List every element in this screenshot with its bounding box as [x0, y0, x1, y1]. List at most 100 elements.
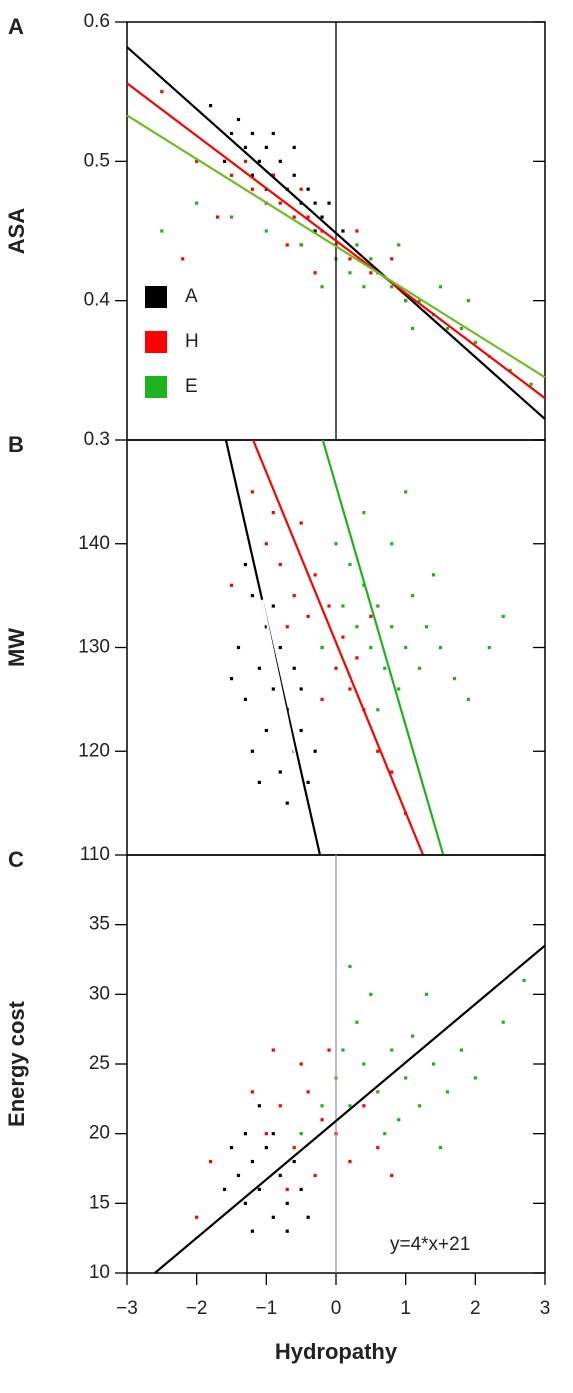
- point: [285, 1187, 289, 1191]
- point: [292, 1159, 296, 1164]
- point: [250, 131, 254, 136]
- point: [285, 801, 289, 805]
- point: [362, 511, 366, 515]
- point: [362, 285, 366, 289]
- panel-label: A: [8, 14, 24, 39]
- point: [320, 1104, 324, 1108]
- point: [369, 645, 373, 650]
- point: [362, 1104, 366, 1108]
- point: [250, 490, 254, 494]
- point: [529, 382, 533, 386]
- point: [299, 1062, 303, 1066]
- y-axis-label: Energy cost: [4, 1000, 29, 1127]
- point: [438, 1146, 443, 1150]
- x-axis-label: Hydropathy: [275, 1339, 398, 1364]
- point: [452, 677, 457, 681]
- point: [313, 573, 317, 577]
- point: [390, 1048, 394, 1052]
- y-tick-label: 130: [78, 637, 110, 658]
- point: [383, 666, 387, 670]
- point: [327, 604, 331, 608]
- point: [271, 604, 275, 608]
- point: [306, 614, 310, 618]
- y-tick-label: 20: [89, 1123, 110, 1144]
- point: [271, 687, 275, 691]
- point: [313, 749, 317, 753]
- point: [411, 594, 415, 598]
- point: [306, 1090, 310, 1094]
- point: [243, 1201, 248, 1205]
- point: [438, 285, 443, 289]
- point: [438, 645, 443, 650]
- point: [348, 271, 352, 275]
- point: [355, 243, 359, 247]
- point: [501, 1020, 505, 1024]
- x-tick-label: 2: [470, 1298, 481, 1319]
- point: [487, 645, 491, 650]
- point: [278, 1173, 282, 1178]
- point: [320, 697, 324, 701]
- point: [390, 625, 394, 629]
- point: [271, 1132, 275, 1136]
- point: [250, 1229, 254, 1233]
- point: [320, 215, 324, 219]
- point: [390, 257, 394, 261]
- point: [243, 159, 248, 163]
- y-tick-label: 30: [89, 983, 110, 1004]
- point: [285, 243, 289, 247]
- point: [271, 511, 275, 515]
- point: [264, 1132, 268, 1136]
- point: [459, 1048, 463, 1052]
- point: [445, 326, 450, 331]
- point: [390, 1173, 394, 1178]
- point: [369, 271, 373, 275]
- point: [327, 201, 331, 205]
- point: [229, 583, 234, 587]
- point: [229, 677, 234, 681]
- point: [257, 1187, 261, 1191]
- point: [376, 1090, 380, 1094]
- point: [473, 1076, 477, 1080]
- x-tick-label: 3: [540, 1298, 551, 1319]
- regression-line: [126, 46, 546, 420]
- point: [320, 645, 324, 650]
- point: [466, 299, 470, 303]
- point: [160, 229, 164, 233]
- point: [424, 625, 429, 629]
- panel-label: B: [8, 432, 24, 457]
- point: [341, 604, 345, 608]
- legend-swatch: [145, 376, 167, 398]
- point: [404, 299, 408, 303]
- y-tick-label: 15: [89, 1192, 110, 1213]
- point: [348, 1159, 352, 1164]
- point: [508, 368, 512, 372]
- point: [445, 1090, 450, 1094]
- point: [369, 992, 373, 996]
- point: [292, 173, 296, 177]
- point: [278, 159, 282, 163]
- point: [306, 780, 310, 784]
- point: [264, 728, 268, 733]
- legend-label: E: [185, 376, 198, 397]
- x-tick-label: 1: [400, 1298, 411, 1319]
- point: [404, 1076, 408, 1080]
- point: [459, 326, 463, 331]
- regression-line: [126, 82, 546, 400]
- point: [264, 1146, 268, 1150]
- point: [369, 257, 373, 261]
- y-tick-label: 0.3: [84, 429, 110, 450]
- point: [271, 131, 275, 136]
- point: [522, 978, 526, 982]
- x-tick-label: −2: [186, 1298, 208, 1319]
- point: [306, 215, 310, 219]
- point: [271, 1048, 275, 1052]
- point: [229, 215, 234, 219]
- panel-label: C: [8, 847, 24, 872]
- point: [278, 1104, 282, 1108]
- y-axis-label: ASA: [4, 208, 29, 255]
- point: [341, 229, 345, 233]
- x-tick-label: 0: [331, 1298, 342, 1319]
- point: [424, 992, 429, 996]
- y-tick-label: 35: [89, 914, 110, 935]
